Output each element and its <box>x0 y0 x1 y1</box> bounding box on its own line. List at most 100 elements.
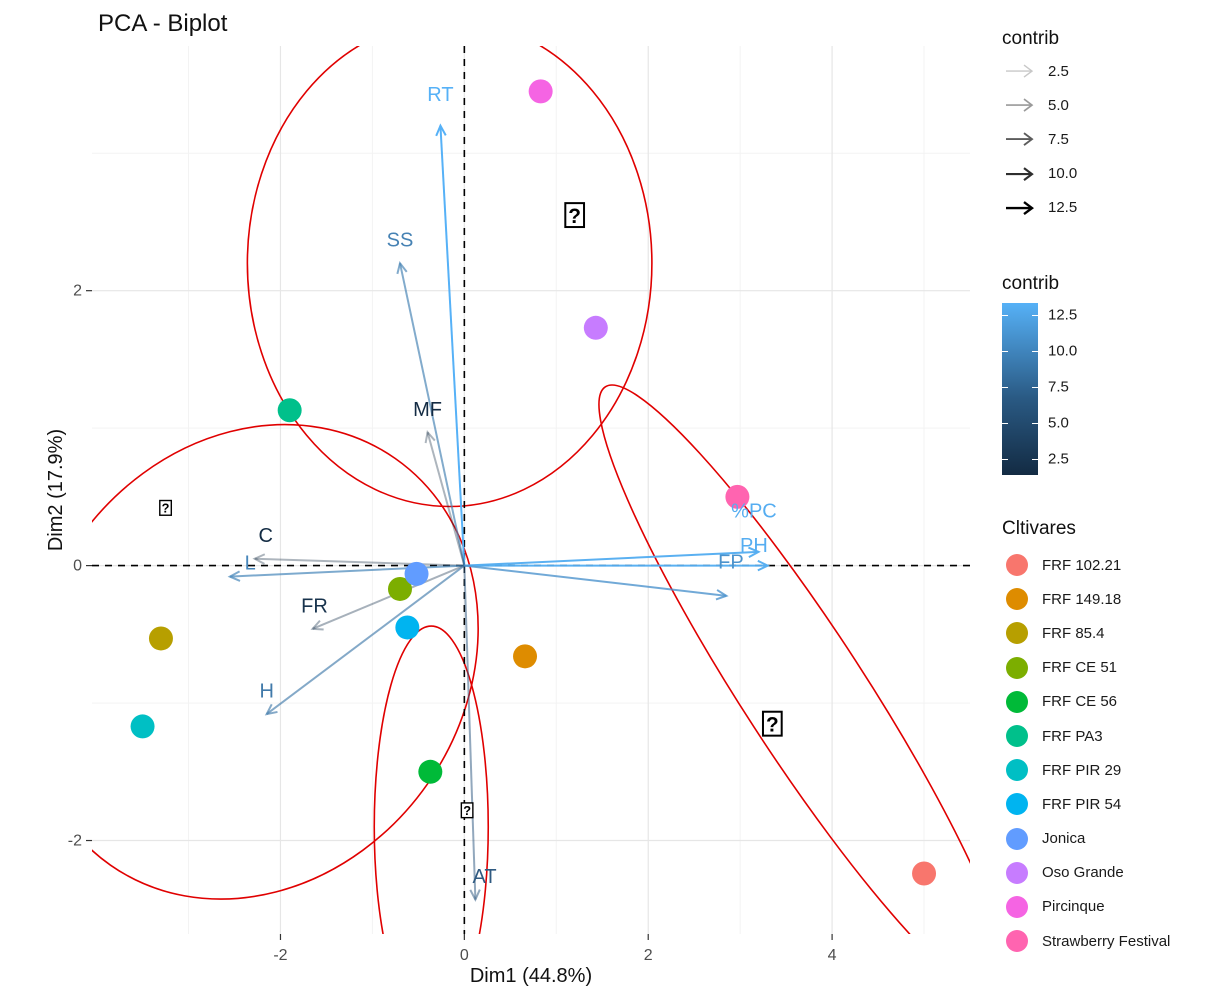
group-ellipse <box>373 625 490 934</box>
arrowhead <box>227 570 241 582</box>
variable-label: SS <box>387 230 414 252</box>
reference-lines <box>92 46 970 934</box>
legend-contrib-gradient: contrib 12.5 10.0 7.5 5.0 2.5 <box>1002 273 1077 478</box>
arrow-fr <box>312 564 465 630</box>
arrow-pcpc <box>464 550 759 567</box>
arrow-key-icon <box>1006 64 1034 78</box>
legend-cultivar-label: FRF CE 51 <box>1042 659 1118 677</box>
variable-label: H <box>259 681 273 703</box>
legend-dot-icon <box>1006 554 1028 577</box>
legend-arrow-item: 7.5 <box>1002 122 1077 156</box>
legend-cultivar-label: Strawberry Festival <box>1042 932 1171 950</box>
point-strawberry-festival <box>725 484 750 509</box>
legend-cultivar-item: FRF PIR 54 <box>1002 787 1170 821</box>
arrow-h <box>266 564 465 715</box>
arrowhead <box>396 260 408 275</box>
arrow-key-icon <box>1006 98 1034 112</box>
arrow-key-icon <box>1006 166 1034 181</box>
colorbar-tick-label: 12.5 <box>1048 306 1078 324</box>
point-frf-149-18 <box>513 644 538 669</box>
point-frf-pir-54 <box>395 615 420 640</box>
legend-cultivar-label: FRF 149.18 <box>1042 590 1122 608</box>
legend-cultivar-item: FRF 85.4 <box>1002 616 1170 650</box>
legend-cultivar-label: FRF PIR 54 <box>1042 795 1122 813</box>
legend-cultivar-item: FRF PIR 29 <box>1002 753 1170 787</box>
colorbar-tick-label: 2.5 <box>1048 450 1069 468</box>
colorbar-tick-mark <box>1032 459 1038 460</box>
colorbar <box>1002 303 1038 475</box>
arrow-key-icon <box>1006 132 1034 147</box>
group-ellipse <box>598 384 970 934</box>
legend-cultivar-label: FRF PA3 <box>1042 727 1103 745</box>
variable-label: C <box>259 525 273 547</box>
group-centers: ???? <box>159 202 783 819</box>
legend-cultivar-item: FRF CE 51 <box>1002 651 1170 685</box>
group-ellipses <box>92 46 970 934</box>
colorbar-tick-label: 10.0 <box>1048 342 1078 360</box>
x-tick-label: 2 <box>644 947 653 964</box>
arrowhead <box>435 123 447 137</box>
legend-dot-icon <box>1006 895 1028 918</box>
legend-title: contrib <box>1002 28 1060 49</box>
arrow-at <box>463 565 477 900</box>
legend-arrow-label: 5.0 <box>1048 96 1069 114</box>
variable-label: %PC <box>731 500 777 522</box>
variable-label: RT <box>427 84 453 106</box>
arrowhead <box>424 430 436 444</box>
legend-dot-icon <box>1006 759 1028 782</box>
variable-arrows <box>227 123 771 902</box>
legend-cultivar-item: FRF 149.18 <box>1002 582 1170 616</box>
arrow-l <box>229 564 465 578</box>
group-center-box <box>564 202 586 229</box>
legend-arrow-label: 10.0 <box>1048 165 1078 183</box>
point-pircinque <box>528 79 553 104</box>
point-frf-85-4 <box>148 626 173 651</box>
y-axis-label: Dim2 (17.9%) <box>45 429 67 551</box>
arrowhead <box>469 889 481 902</box>
legend-cultivar-item: Strawberry Festival <box>1002 924 1170 958</box>
legend-dot-icon <box>1006 793 1028 816</box>
y-tick-label: 0 <box>73 558 82 575</box>
arrow-fp <box>464 564 727 597</box>
legend-title: contrib <box>1002 273 1060 294</box>
legend-cultivar-label: Oso Grande <box>1042 864 1124 882</box>
variable-label: PH <box>740 535 768 557</box>
x-axis-label: Dim1 (44.8%) <box>470 965 592 987</box>
legend-cultivar-label: FRF 102.21 <box>1042 556 1122 574</box>
legend-dot-icon <box>1006 656 1028 679</box>
group-ellipse <box>246 46 653 508</box>
legend-arrow-item: 5.0 <box>1002 88 1077 122</box>
x-tick-label: 4 <box>828 947 837 964</box>
chart-title: PCA - Biplot <box>98 10 228 37</box>
arrowhead <box>310 619 324 631</box>
point-frf-pa3 <box>277 398 302 423</box>
colorbar-tick-mark <box>1002 423 1008 424</box>
legend-dot-icon <box>1006 622 1028 645</box>
legend-arrow-item: 12.5 <box>1002 191 1077 225</box>
arrowhead <box>757 559 771 572</box>
colorbar-tick-mark <box>1032 315 1038 316</box>
grid-lines <box>92 46 970 934</box>
colorbar-tick-mark <box>1032 423 1038 424</box>
point-oso-grande <box>583 315 608 340</box>
point-frf-ce-51 <box>387 576 412 601</box>
group-center-glyph: ? <box>766 713 779 736</box>
point-frf-pir-29 <box>130 714 155 739</box>
legend-contrib-arrows: contrib 2.5 5.0 7.5 10.0 12.5 <box>1002 28 1077 225</box>
colorbar-tick-mark <box>1002 459 1008 460</box>
legend-cultivar-item: FRF 102.21 <box>1002 548 1170 582</box>
arrow-c <box>254 557 465 567</box>
legend-arrow-item: 2.5 <box>1002 54 1077 88</box>
y-tick-label: -2 <box>68 833 82 850</box>
legend-cultivar-label: Jonica <box>1042 830 1086 848</box>
legend-arrow-label: 12.5 <box>1048 199 1078 217</box>
point-frf-102-21 <box>912 861 937 886</box>
legend-cultivar-label: FRF PIR 29 <box>1042 761 1122 779</box>
y-tick-label: 2 <box>73 283 82 300</box>
arrowhead <box>264 703 278 716</box>
legend-dot-icon <box>1006 588 1028 611</box>
legend-arrow-label: 2.5 <box>1048 62 1069 80</box>
colorbar-tick-mark <box>1032 387 1038 388</box>
